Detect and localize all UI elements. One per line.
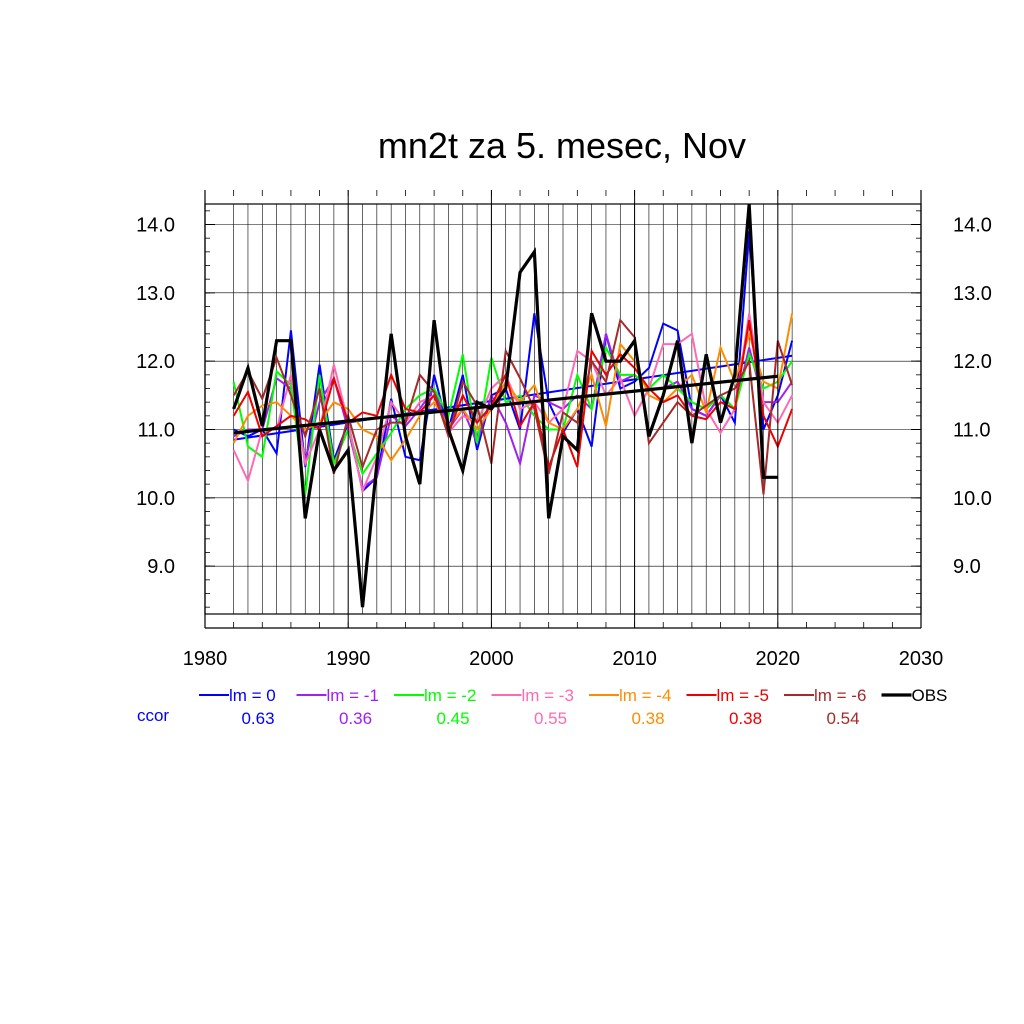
ccor-value-5: 0.38 [729,709,762,728]
ccor-value-4: 0.38 [631,709,664,728]
ccor-value-0: 0.63 [241,709,274,728]
x-tick-label: 1980 [183,648,228,670]
legend-label-7: OBS [912,686,948,705]
ccor-value-2: 0.45 [436,709,469,728]
y-tick-label-right: 9.0 [953,556,981,578]
series-line-7 [232,203,778,608]
y-tick-label-left: 11.0 [138,420,175,442]
y-tick-label-left: 14.0 [136,215,175,237]
legend-label-4: lm = -4 [619,686,671,705]
x-tick-label: 2020 [756,648,801,670]
chart-title: mn2t za 5. mesec, Nov [378,125,746,166]
y-tick-label-right: 10.0 [953,488,992,510]
legend-label-3: lm = -3 [522,686,574,705]
y-tick-label-left: 10.0 [136,488,175,510]
legend: ccor lm = 0 0.63 lm = -1 0.36 lm = -2 0.45 lm … [137,686,947,728]
ccor-value-3: 0.55 [534,709,567,728]
y-tick-label-left: 13.0 [136,283,175,305]
series-line-1 [233,333,793,490]
trend-line-7 [233,374,778,435]
series-line-5 [232,320,794,471]
legend-label-0: lm = 0 [229,686,276,705]
y-tick-label-right: 12.0 [953,351,992,373]
legend-label-5: lm = -5 [717,686,769,705]
x-tick-label: 2030 [899,648,944,670]
series-line-6 [232,317,794,495]
series-group [232,203,794,608]
ccor-value-6: 0.54 [826,709,859,728]
x-tick-label: 2000 [469,648,514,670]
y-tick-label-left: 12.0 [136,351,175,373]
x-tick-label: 2010 [612,648,657,670]
legend-label-2: lm = -2 [424,686,476,705]
ccor-label: ccor [137,706,169,725]
y-tick-label-right: 11.0 [953,420,990,442]
y-tick-label-right: 13.0 [953,283,992,305]
y-tick-label-left: 9.0 [147,556,175,578]
x-tick-label: 1990 [326,648,371,670]
legend-label-6: lm = -6 [814,686,866,705]
y-tick-label-right: 14.0 [953,215,992,237]
axes: 9.0 9.0 10.0 10.0 11.0 11.0 12.0 12.0 13.0 13.0 14… [136,190,992,670]
legend-label-1: lm = -1 [327,686,379,705]
ccor-value-1: 0.36 [339,709,372,728]
